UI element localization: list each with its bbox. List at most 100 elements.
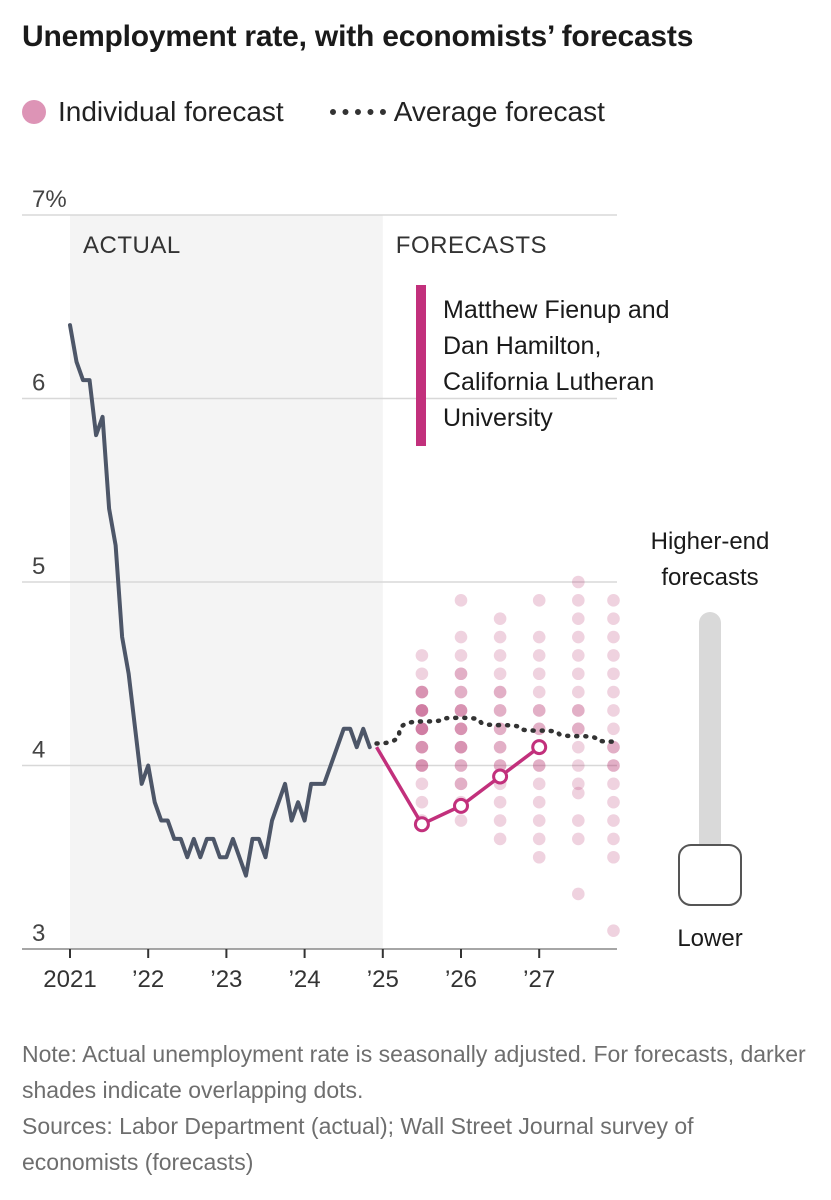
forecast-dot <box>572 630 585 644</box>
forecast-dot <box>415 704 429 717</box>
forecast-dot <box>454 649 468 662</box>
forecast-dot <box>532 795 546 809</box>
forecast-dot <box>572 612 585 625</box>
forecast-dot <box>493 685 507 699</box>
slider-thumb <box>678 844 742 906</box>
forecast-dot <box>415 722 429 736</box>
chart-notes: Note: Actual unemployment rate is season… <box>22 1036 812 1180</box>
forecast-dot <box>607 740 620 754</box>
forecast-dot <box>415 649 429 662</box>
forecast-dot <box>415 759 429 772</box>
forecast-dot <box>607 795 620 809</box>
forecast-dot <box>607 850 620 864</box>
forecast-dot <box>415 685 429 699</box>
forecast-dot <box>532 777 546 791</box>
legend-average-label: Average forecast <box>393 96 605 127</box>
forecast-dot <box>454 722 468 736</box>
forecast-dot <box>532 814 546 827</box>
slider-handle[interactable] <box>678 844 742 906</box>
forecast-dot <box>493 704 507 717</box>
forecast-dot <box>607 924 620 937</box>
legend-average: Average forecast <box>284 96 605 128</box>
forecast-dot <box>454 777 468 791</box>
legend-individual-label: Individual forecast <box>58 96 284 127</box>
forecast-dot <box>493 649 507 662</box>
x-tick-label: ’24 <box>289 966 321 993</box>
forecast-dot <box>572 685 585 699</box>
forecast-dot <box>454 704 468 717</box>
forecast-dot <box>454 594 468 607</box>
forecast-dot <box>532 667 546 681</box>
y-tick-label: 3 <box>32 920 45 947</box>
forecast-dot <box>415 685 429 699</box>
forecast-dot <box>532 704 546 717</box>
forecast-dot <box>415 795 429 809</box>
forecast-dot <box>454 722 468 736</box>
forecast-dot <box>493 832 507 846</box>
y-tick-label: 6 <box>32 370 45 397</box>
annotation-text: California Lutheran <box>443 368 654 396</box>
forecast-dot <box>607 740 620 754</box>
forecast-dot <box>532 649 546 662</box>
forecast-dot <box>454 740 468 754</box>
forecast-dot <box>415 704 429 717</box>
forecast-dot <box>454 759 468 772</box>
forecast-dot <box>493 814 507 827</box>
forecast-dot <box>572 814 585 827</box>
forecast-dot <box>572 786 585 800</box>
annotation-text: University <box>443 404 553 432</box>
x-tick-label: ’22 <box>132 966 164 993</box>
forecast-dot <box>493 759 507 772</box>
forecast-dot <box>607 667 620 681</box>
forecast-dot <box>532 704 546 717</box>
y-tick-label: 5 <box>32 553 45 580</box>
slider-top-label: Higher-end <box>651 528 770 555</box>
forecast-dot <box>607 759 620 772</box>
forecast-dot <box>415 740 429 754</box>
average-forecast-swatch <box>329 109 386 115</box>
forecast-dot <box>572 649 585 662</box>
forecast-dot <box>532 685 546 699</box>
forecast-dot <box>454 704 468 717</box>
forecast-dot <box>454 685 468 699</box>
forecast-dot <box>607 685 620 699</box>
forecast-dot <box>572 740 585 754</box>
forecast-dot <box>415 722 429 736</box>
forecast-dot <box>607 722 620 736</box>
annotation-bar <box>416 285 426 446</box>
forecast-dot <box>454 630 468 644</box>
forecast-dot <box>415 685 429 699</box>
forecast-dot <box>572 887 585 901</box>
slider-track <box>699 612 721 880</box>
sources-text: Sources: Labor Department (actual); Wall… <box>22 1113 694 1175</box>
forecast-dot <box>607 612 620 625</box>
forecast-dot <box>454 667 468 681</box>
forecast-dot <box>572 759 585 772</box>
highlighted-forecast-point <box>453 797 469 814</box>
forecast-dot <box>572 667 585 681</box>
highlighted-forecast-point <box>531 739 548 756</box>
region-label: ACTUAL <box>83 232 181 259</box>
forecast-dot <box>415 777 429 791</box>
forecast-dot <box>493 740 507 754</box>
region-label: FORECASTS <box>396 232 547 259</box>
forecast-dot <box>607 594 620 607</box>
y-tick-label: 7% <box>32 186 67 213</box>
forecast-dot <box>532 759 546 772</box>
forecast-dot <box>607 814 620 827</box>
forecast-dot <box>532 594 546 607</box>
legend: Individual forecast Average forecast <box>22 92 605 132</box>
forecast-dot <box>454 667 468 681</box>
chart-title: Unemployment rate, with economists’ fore… <box>22 20 694 53</box>
forecast-dot <box>532 630 546 644</box>
forecast-dot <box>607 630 620 644</box>
y-tick-label: 4 <box>32 737 45 764</box>
x-tick-label: ’25 <box>367 966 399 993</box>
individual-forecast-swatch <box>22 100 46 124</box>
forecast-dot <box>572 575 585 589</box>
forecast-dot <box>607 759 620 772</box>
forecast-dot <box>493 795 507 809</box>
slider-bottom-label: Lower <box>677 925 742 952</box>
forecast-dot <box>415 704 429 717</box>
forecast-dot <box>415 759 429 772</box>
